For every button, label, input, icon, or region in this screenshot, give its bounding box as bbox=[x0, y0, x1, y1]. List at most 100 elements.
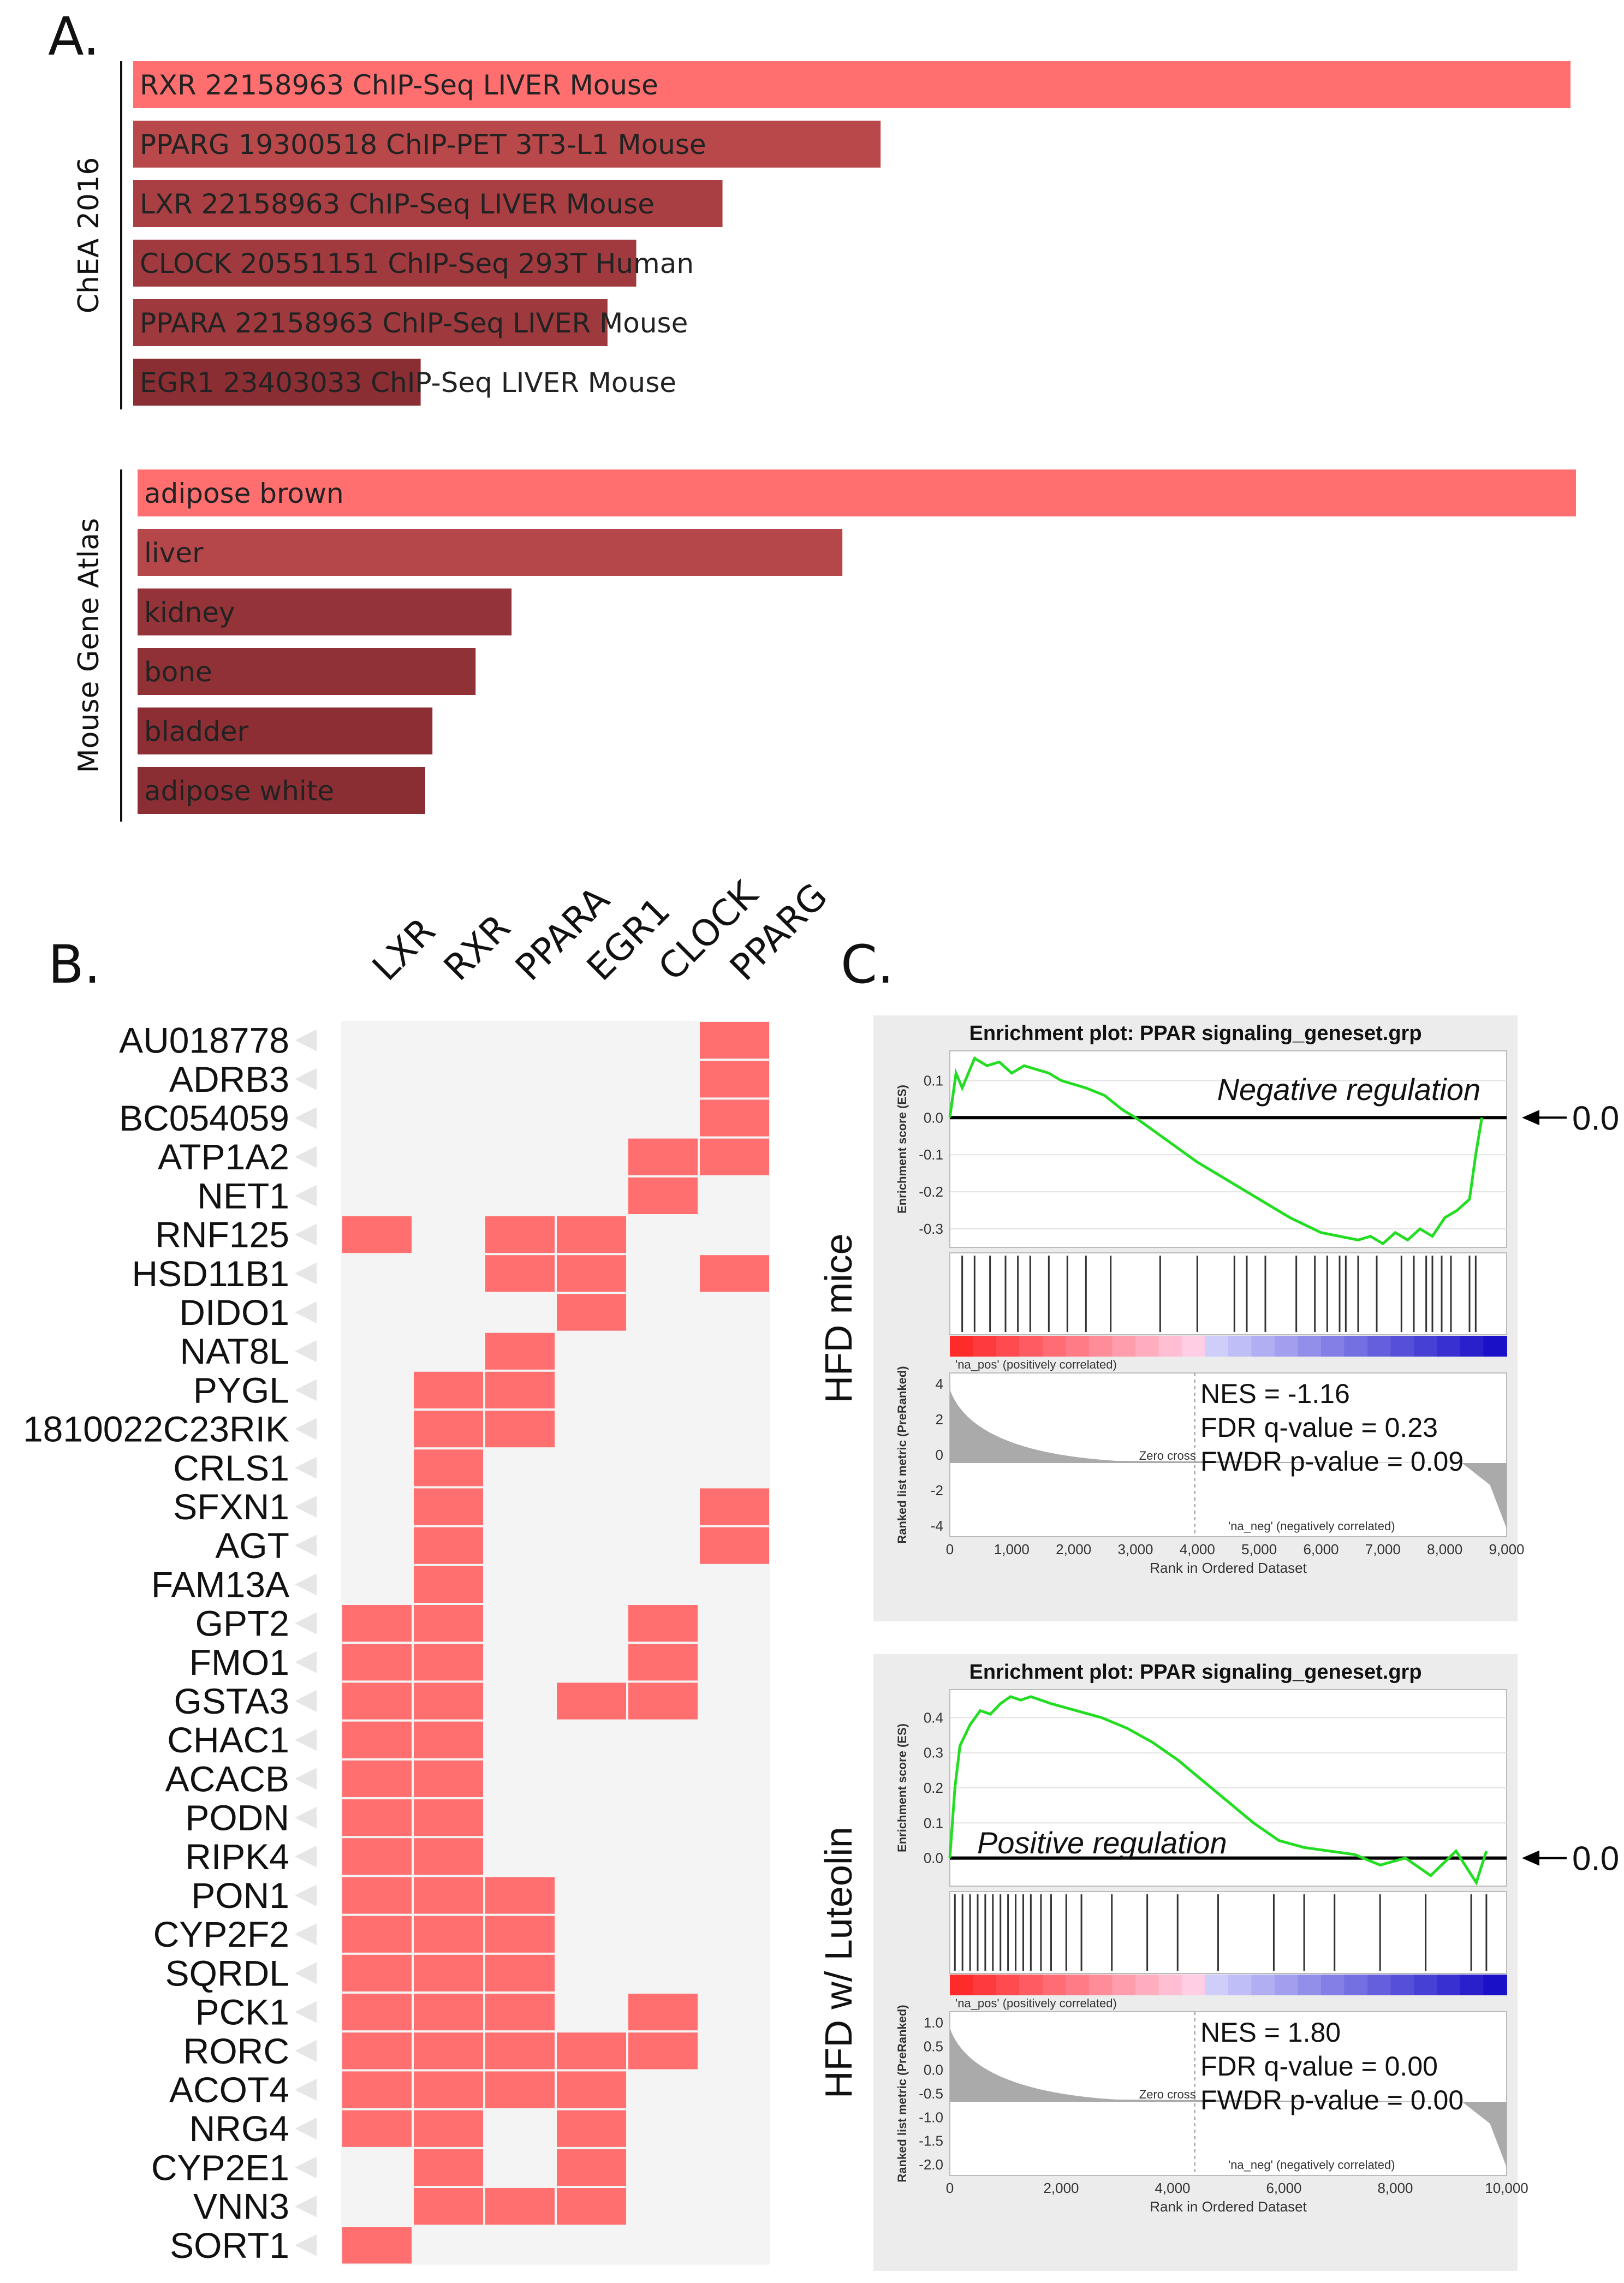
heatmap-cell bbox=[485, 1061, 555, 1098]
row-marker bbox=[295, 1107, 317, 1129]
column-label: RXR bbox=[436, 906, 518, 989]
row-marker bbox=[295, 2156, 317, 2179]
bar-label: RXR 22158963 ChIP-Seq LIVER Mouse bbox=[140, 69, 658, 101]
heatmap-cell bbox=[414, 1411, 483, 1448]
x-tick-label: 2,000 bbox=[1043, 2180, 1079, 2196]
es-plot-area bbox=[949, 1050, 1507, 1248]
zero-label: 0.0 bbox=[1572, 1099, 1619, 1137]
heatmap-cell bbox=[485, 1605, 555, 1642]
x-tick-label: 4,000 bbox=[1180, 1541, 1215, 1557]
x-tick-label: 6,000 bbox=[1266, 2180, 1301, 2196]
heatmap-cell bbox=[485, 1644, 555, 1681]
row-marker bbox=[295, 1612, 317, 1634]
heatmap-cell bbox=[485, 1371, 555, 1408]
heatmap-cell bbox=[557, 1022, 626, 1059]
rank-strip-segment bbox=[1182, 1975, 1206, 1995]
bar bbox=[133, 121, 881, 168]
heatmap-cell bbox=[342, 1954, 412, 1991]
heatmap-cell bbox=[700, 1061, 769, 1098]
heatmap-cell bbox=[557, 1760, 626, 1797]
heatmap-cell bbox=[628, 1838, 698, 1875]
rank-strip-segment bbox=[1112, 1336, 1136, 1357]
heatmap-cell bbox=[700, 1333, 769, 1370]
row-marker bbox=[295, 1301, 317, 1323]
heatmap-cell bbox=[628, 1411, 698, 1448]
heatmap-cell bbox=[628, 1605, 698, 1642]
heatmap-cell bbox=[414, 2032, 483, 2070]
heatmap-cell bbox=[700, 1644, 769, 1681]
heatmap-cell bbox=[485, 1954, 555, 1991]
nes-value: NES = -1.16 bbox=[1200, 1378, 1350, 1409]
es-line bbox=[948, 1056, 1484, 1246]
heatmap-cell bbox=[485, 2110, 555, 2147]
heatmap-cell bbox=[485, 1411, 555, 1448]
heatmap-cell bbox=[342, 1994, 412, 2031]
heatmap-cell bbox=[700, 1877, 769, 1914]
heatmap-cell bbox=[342, 1099, 412, 1137]
row-label: SQRDL bbox=[165, 1953, 289, 1993]
heatmap-cell bbox=[414, 2110, 483, 2147]
row-label: ADRB3 bbox=[169, 1059, 289, 1099]
heatmap-cell bbox=[700, 1760, 769, 1797]
heatmap-cell bbox=[342, 1644, 412, 1681]
heatmap-cell bbox=[700, 1411, 769, 1448]
x-tick-label: 2,000 bbox=[1056, 1541, 1091, 1557]
rank-strip-segment bbox=[1158, 1975, 1182, 1995]
heatmap-cell bbox=[700, 1449, 769, 1487]
heatmap-cell bbox=[342, 2071, 412, 2108]
bar bbox=[133, 240, 636, 287]
heatmap-cell bbox=[414, 1177, 483, 1214]
heatmap-cell bbox=[700, 1682, 769, 1720]
rank-strip-segment bbox=[1089, 1975, 1113, 1995]
x-tick-label: 9,000 bbox=[1489, 1541, 1524, 1557]
heatmap-cell bbox=[414, 2227, 483, 2264]
heatmap-cell bbox=[700, 1605, 769, 1642]
row-marker bbox=[295, 1806, 317, 1829]
row-label: AGT bbox=[215, 1525, 289, 1566]
row-label: CYP2F2 bbox=[153, 1914, 289, 1954]
x-tick-label: 8,000 bbox=[1427, 1541, 1462, 1557]
rank-strip-segment bbox=[1066, 1336, 1090, 1357]
row-marker bbox=[295, 1884, 317, 1906]
bar-label: kidney bbox=[144, 597, 235, 628]
metric-axis-label: Ranked list metric (PreRanked) bbox=[895, 2005, 909, 2182]
x-tick-label: 5,000 bbox=[1241, 1541, 1277, 1557]
heatmap-cell bbox=[700, 1838, 769, 1875]
gsea-title: Enrichment plot: PPAR signaling_geneset.… bbox=[969, 1661, 1421, 1684]
heatmap-cell bbox=[485, 2032, 555, 2070]
heatmap-cell bbox=[557, 1294, 626, 1331]
heatmap-cell bbox=[414, 2071, 483, 2108]
heatmap-cell bbox=[557, 1527, 626, 1564]
heatmap-cell bbox=[628, 1760, 698, 1797]
rank-strip-segment bbox=[1414, 1336, 1438, 1357]
heatmap-cell bbox=[414, 2149, 483, 2186]
heatmap-cell bbox=[414, 1605, 483, 1642]
rank-strip-segment bbox=[1298, 1336, 1322, 1357]
heatmap-cell bbox=[557, 1333, 626, 1370]
rank-strip-segment bbox=[1043, 1975, 1067, 1995]
rank-strip-segment bbox=[1390, 1975, 1414, 1995]
heatmap-cell bbox=[342, 2188, 412, 2225]
row-label: HSD11B1 bbox=[132, 1253, 289, 1294]
heatmap-cell bbox=[485, 1449, 555, 1487]
row-label: PCK1 bbox=[195, 1992, 289, 2032]
heatmap-cell bbox=[628, 1294, 698, 1331]
heatmap-cell bbox=[628, 1371, 698, 1408]
rank-strip-segment bbox=[1205, 1975, 1229, 1995]
heatmap-cell bbox=[414, 1721, 483, 1758]
rank-strip-segment bbox=[1182, 1336, 1206, 1357]
heatmap-cell bbox=[628, 1255, 698, 1292]
row-marker bbox=[295, 2118, 317, 2140]
x-tick-label: 7,000 bbox=[1365, 1541, 1401, 1557]
heatmap-cell bbox=[557, 1371, 626, 1408]
heatmap-cell bbox=[557, 1799, 626, 1836]
heatmap-cell bbox=[628, 1099, 698, 1137]
heatmap-cell bbox=[485, 1177, 555, 1214]
rank-strip-segment bbox=[1414, 1975, 1438, 1995]
heatmap-cell bbox=[628, 1333, 698, 1370]
metric-tick-label: -2 bbox=[931, 1482, 943, 1499]
regulation-annotation: Negative regulation bbox=[1217, 1072, 1481, 1107]
heatmap-cell bbox=[628, 1177, 698, 1214]
heatmap-cell bbox=[557, 1838, 626, 1875]
